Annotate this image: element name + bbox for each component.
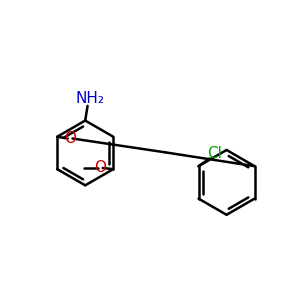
Text: O: O: [94, 160, 106, 175]
Text: NH₂: NH₂: [75, 91, 104, 106]
Text: Cl: Cl: [208, 146, 222, 161]
Text: O: O: [64, 131, 76, 146]
